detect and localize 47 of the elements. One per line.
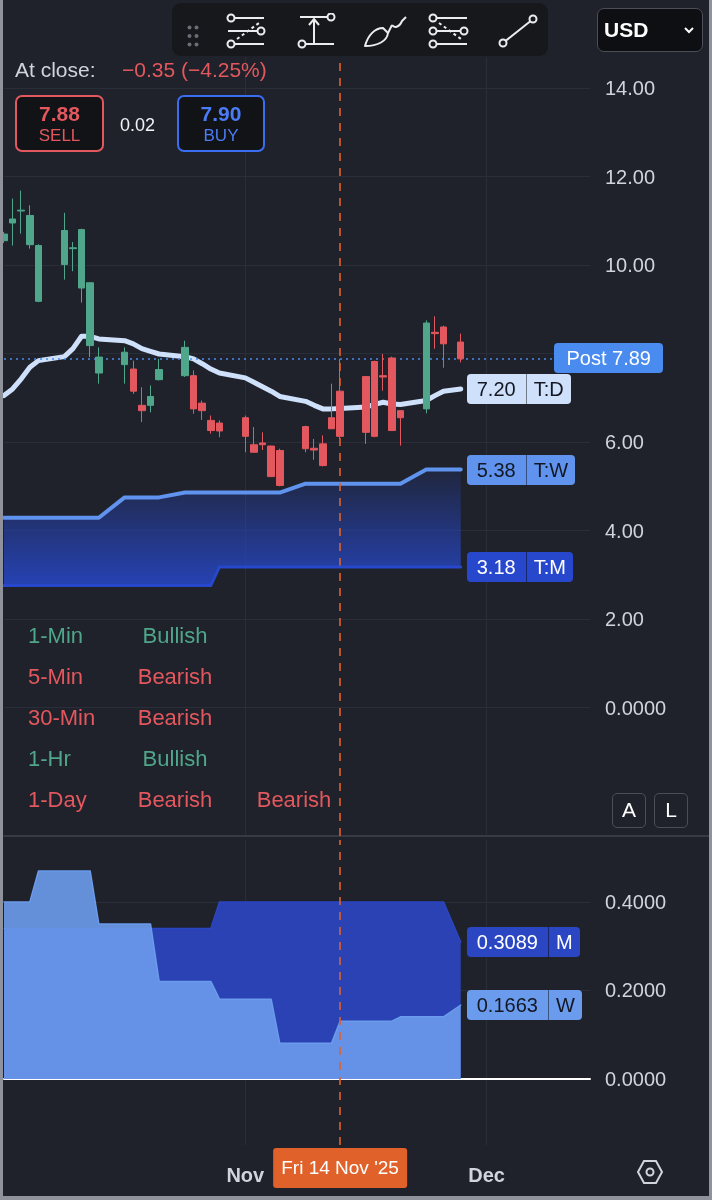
annotation: 7.90 (200, 101, 242, 126)
y-tick-label: 0.4000 (605, 890, 667, 913)
annotation: 30-Min (28, 705, 96, 731)
y-tick-label: 2.00 (605, 608, 644, 631)
data-label: 3.18 (466, 551, 526, 582)
annotation: Bearish (256, 787, 332, 813)
annotation: Bearish (137, 705, 213, 731)
data-label: 7.20 (466, 373, 526, 404)
annotation: BUY (203, 125, 239, 146)
y-tick-label: 6.00 (605, 431, 644, 454)
annotation: 5-Min (28, 664, 84, 690)
x-tick-label: Nov (226, 1164, 266, 1186)
y-tick-label: 14.00 (605, 76, 656, 99)
data-label: 5.38 (466, 454, 526, 485)
currency-dropdown: USD (597, 8, 703, 52)
y-tick-label: 12.00 (605, 165, 656, 188)
y-tick-label: 4.00 (605, 519, 644, 542)
annotation: Bearish (137, 664, 213, 690)
annotation: Bullish (142, 746, 208, 772)
sell-button: 7.88 SELL (15, 95, 104, 152)
buy-button: 7.90 BUY (177, 95, 265, 152)
annotation: 0.02 (120, 114, 156, 136)
y-tick-label: 10.00 (605, 254, 656, 277)
annotation: Bullish (142, 623, 208, 649)
legend-label: M (547, 927, 580, 958)
annotation: 1-Hr (28, 746, 71, 772)
legend-label: T:M (525, 551, 573, 582)
data-label: 0.1663 (466, 990, 548, 1021)
annotation: Bearish (137, 787, 213, 813)
y-tick-label: 0.0000 (605, 1067, 667, 1090)
legend-label: T:W (525, 454, 576, 485)
annotation: 1-Min (28, 623, 84, 649)
toggle-button: L (654, 793, 688, 828)
ref-line-label: Post 7.89 (554, 343, 663, 374)
annotation: 1-Day (28, 787, 87, 813)
annotation: 7.88 (39, 101, 80, 126)
legend-label: T:D (525, 373, 571, 404)
annotation: SELL (38, 125, 81, 146)
ref-line-label: Fri 14 Nov '25 (273, 1148, 407, 1188)
legend-label: W (547, 990, 582, 1021)
x-tick-label: Dec (468, 1164, 505, 1186)
y-tick-label: 0.0000 (605, 696, 667, 719)
y-tick-label: 0.2000 (605, 979, 667, 1002)
data-label: 0.3089 (466, 927, 548, 958)
toggle-button: A (612, 793, 646, 828)
annotation: −0.35 (−4.25%) (122, 57, 267, 83)
annotation: At close: (15, 57, 96, 83)
